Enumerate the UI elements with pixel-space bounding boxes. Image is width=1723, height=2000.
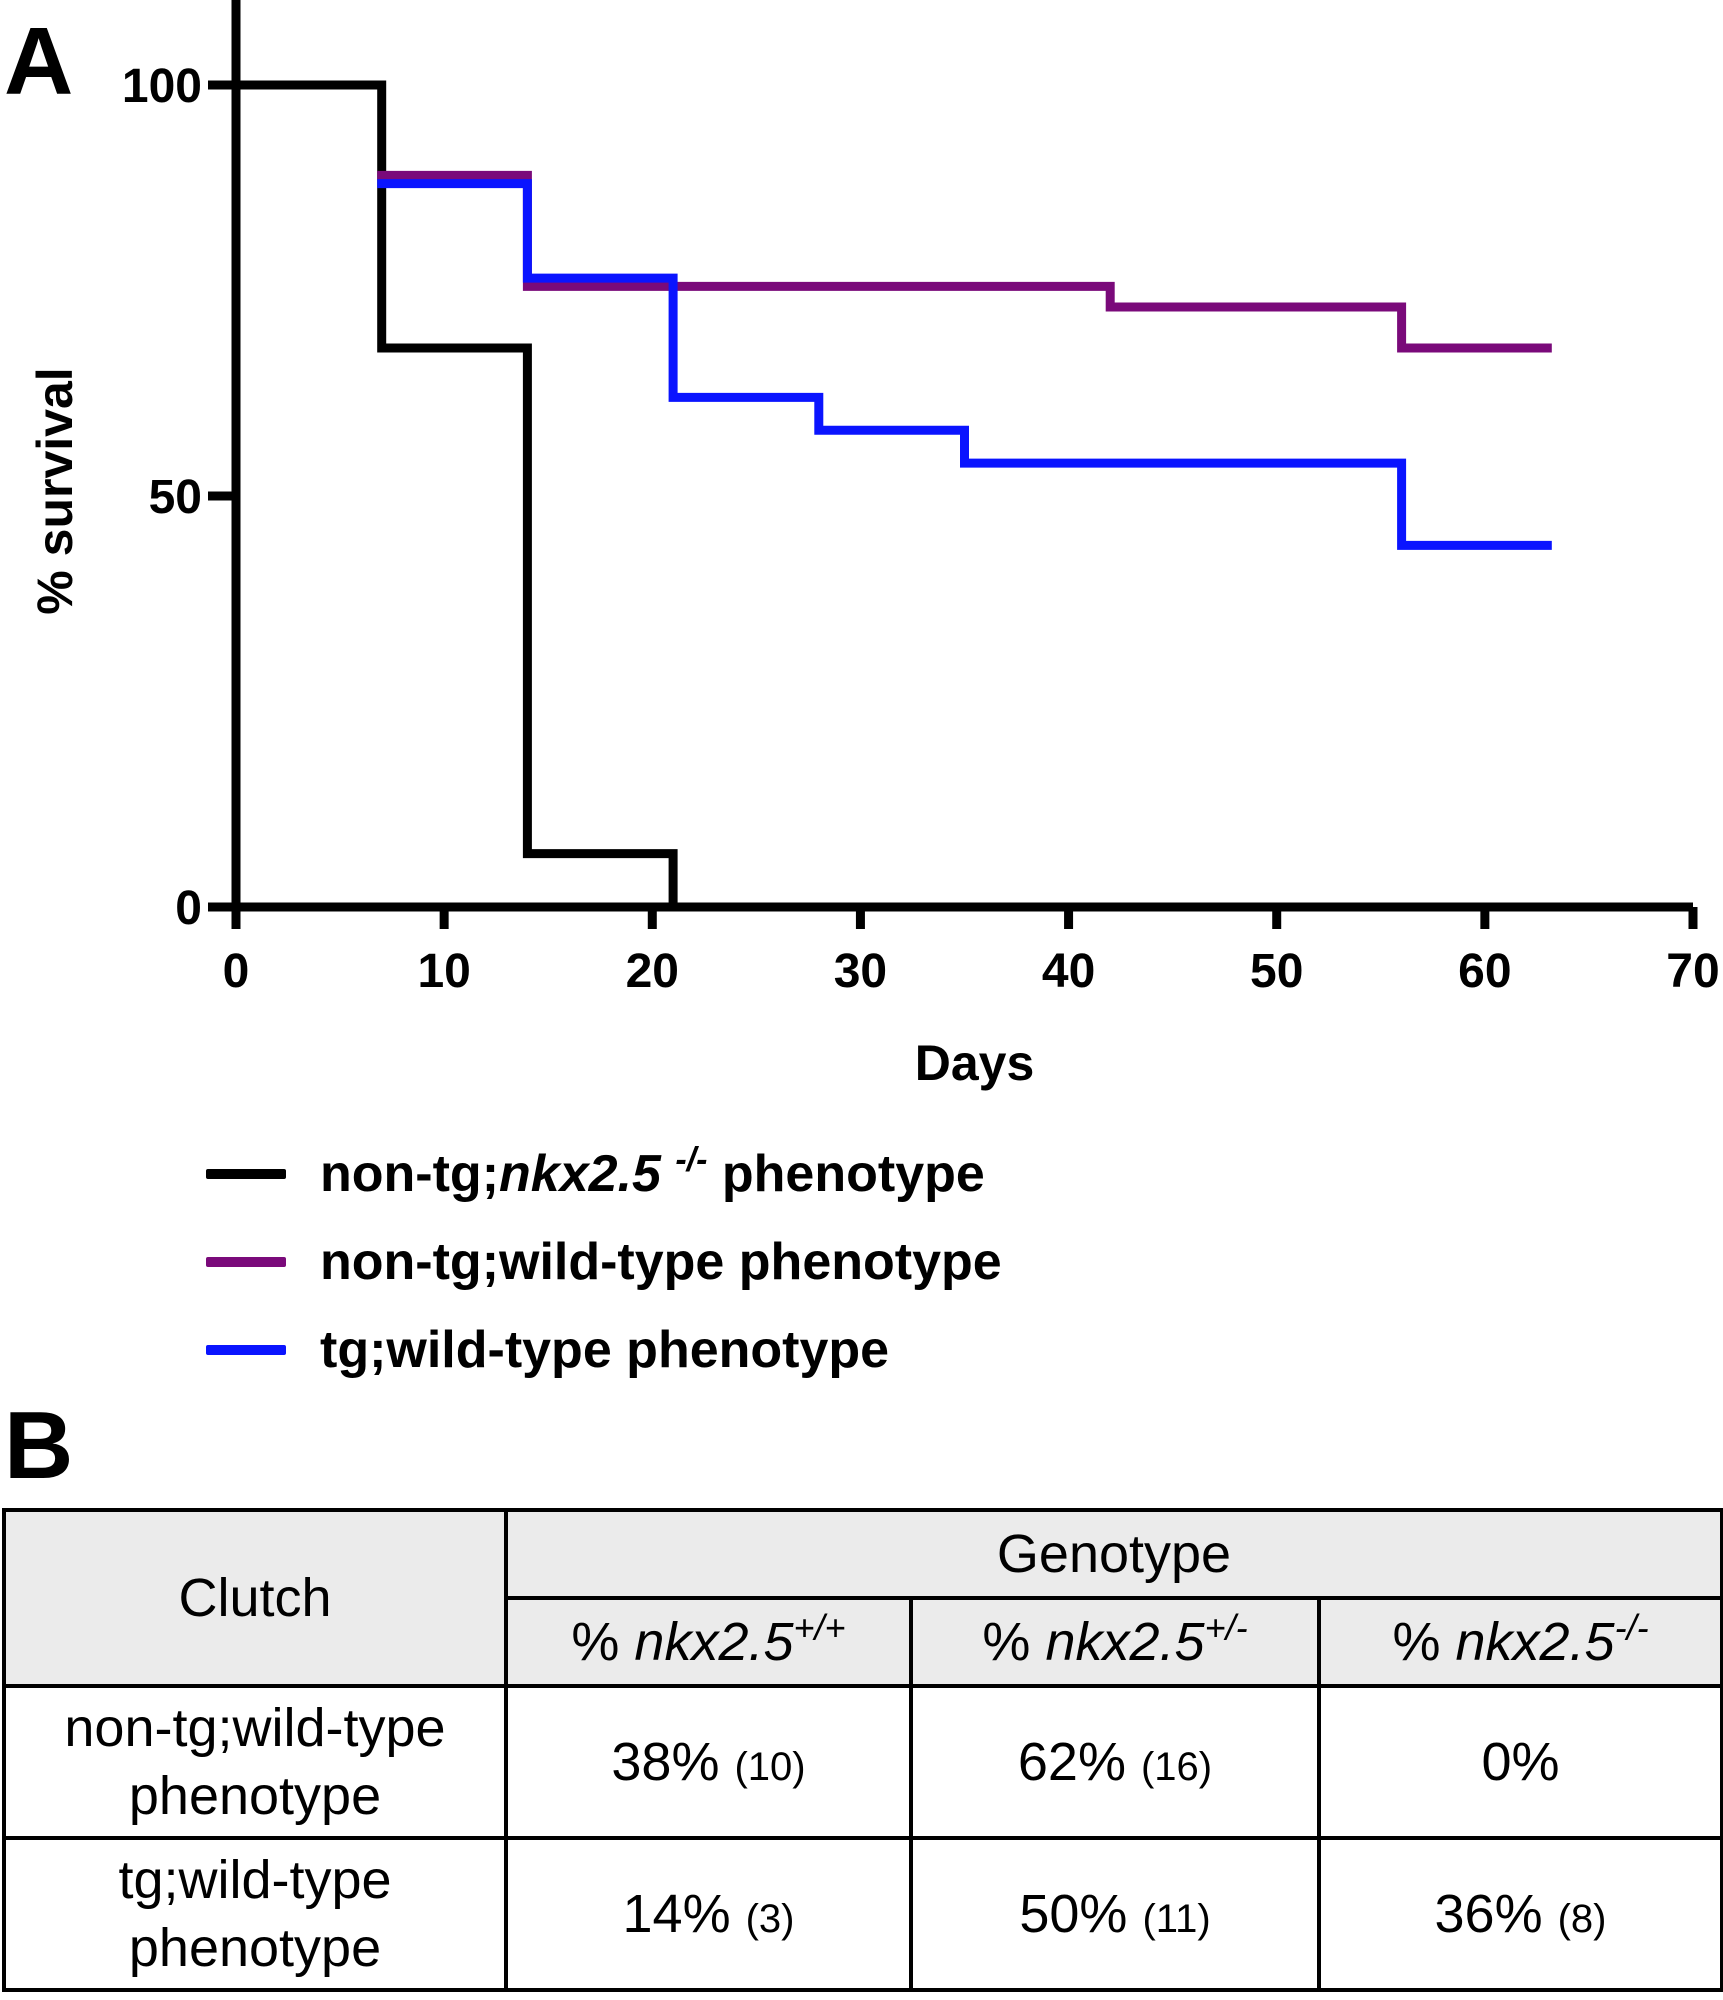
legend-label-tg-wildtype: tg;wild-type phenotype — [320, 1320, 889, 1380]
table-cell: 0% — [1319, 1686, 1722, 1838]
x-tick-label: 40 — [1042, 945, 1095, 998]
y-tick-label: 100 — [122, 60, 202, 113]
genotype-header: Genotype — [506, 1510, 1722, 1598]
x-tick-label: 10 — [417, 945, 470, 998]
legend-item-nontg-wildtype: non-tg;wild-type phenotype — [206, 1218, 1002, 1306]
table-cell: 14% (3) — [506, 1838, 911, 1990]
table-cell: 38% (10) — [506, 1686, 911, 1838]
legend-swatch-knockout — [206, 1169, 286, 1179]
y-tick-label: 50 — [149, 471, 202, 524]
survival-chart: 0 10 20 30 40 50 60 70 0 50 100 Days % survival — [0, 0, 1723, 1110]
y-tick-label: 0 — [175, 882, 202, 935]
x-tick-label: 60 — [1458, 945, 1511, 998]
clutch-header: Clutch — [4, 1510, 506, 1686]
survival-curve-2 — [382, 175, 1548, 348]
column-header-het: % nkx2.5+/- — [911, 1598, 1319, 1686]
genotype-table: Clutch Genotype % nkx2.5+/+ % nkx2.5+/- … — [2, 1508, 1723, 1992]
x-tick-label: 20 — [626, 945, 679, 998]
legend-swatch-tg-wildtype — [206, 1345, 286, 1355]
panel-b-label: B — [4, 1398, 73, 1494]
table-row: tg;wild-type phenotype 14% (3) 50% (11) 3… — [4, 1838, 1722, 1990]
survival-curve-3 — [382, 184, 1548, 546]
legend-item-knockout: non-tg;nkx2.5 -/- phenotype — [206, 1130, 1002, 1218]
x-axis-title: Days — [915, 1035, 1035, 1091]
legend-swatch-nontg-wildtype — [206, 1257, 286, 1267]
x-tick-label: 0 — [223, 945, 250, 998]
legend-label-nontg-wildtype: non-tg;wild-type phenotype — [320, 1232, 1002, 1292]
table-cell: 36% (8) — [1319, 1838, 1722, 1990]
survival-curve-1 — [236, 85, 673, 907]
legend-label-knockout: non-tg;nkx2.5 -/- phenotype — [320, 1144, 985, 1204]
survival-curves — [236, 85, 1547, 907]
chart-legend: non-tg;nkx2.5 -/- phenotype non-tg;wild-… — [206, 1130, 1002, 1394]
row-label-tg: tg;wild-type phenotype — [4, 1838, 506, 1990]
column-header-wt: % nkx2.5+/+ — [506, 1598, 911, 1686]
table-cell: 50% (11) — [911, 1838, 1319, 1990]
row-label-nontg: non-tg;wild-type phenotype — [4, 1686, 506, 1838]
y-axis-title: % survival — [27, 367, 83, 614]
column-header-ko: % nkx2.5-/- — [1319, 1598, 1722, 1686]
x-tick-label: 30 — [834, 945, 887, 998]
x-tick-label: 50 — [1250, 945, 1303, 998]
y-axis-ticks: 0 50 100 — [122, 60, 236, 935]
table-row: non-tg;wild-type phenotype 38% (10) 62% (… — [4, 1686, 1722, 1838]
table-cell: 62% (16) — [911, 1686, 1319, 1838]
legend-item-tg-wildtype: tg;wild-type phenotype — [206, 1306, 1002, 1394]
x-tick-label: 70 — [1666, 945, 1719, 998]
x-axis-ticks: 0 10 20 30 40 50 60 70 — [223, 907, 1720, 998]
